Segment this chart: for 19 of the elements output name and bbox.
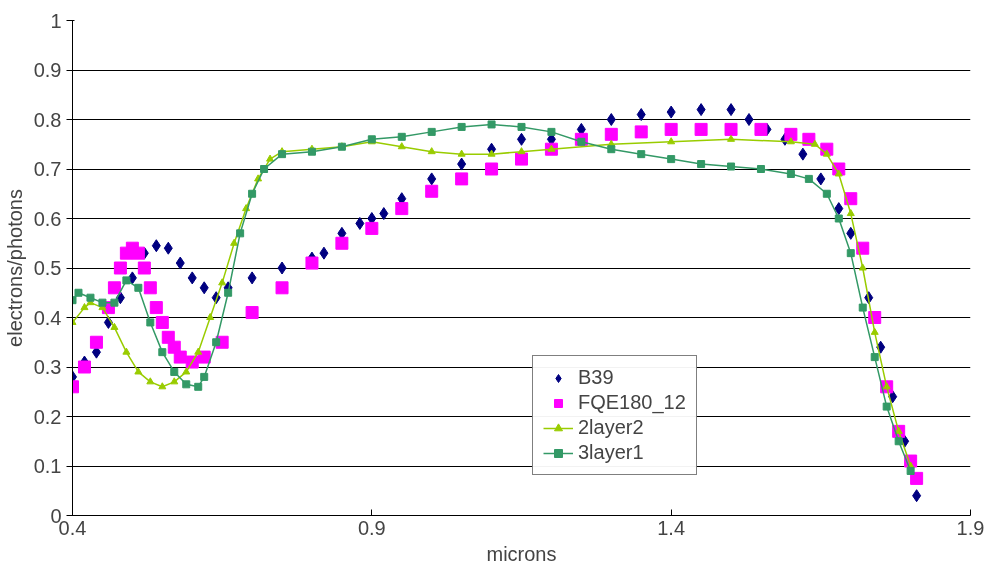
y-tick-label: 0.7 — [33, 158, 62, 180]
y-tick-label: 1 — [50, 9, 62, 32]
y-tick-label: 0.6 — [33, 207, 62, 230]
y-tick-label: 0.4 — [33, 306, 62, 329]
legend-label: FQE180_12 — [578, 391, 686, 414]
y-tick-label: 0.2 — [33, 405, 62, 428]
y-tick-label: 0.3 — [33, 356, 62, 378]
legend-label: 3layer1 — [578, 441, 644, 464]
y-axis-title: electrons/photons — [3, 189, 26, 347]
y-tick-label: 0.1 — [33, 455, 62, 477]
x-tick-label: 0.9 — [357, 516, 386, 539]
x-tick-label: 1.4 — [657, 516, 686, 539]
x-axis-title: microns — [486, 542, 557, 565]
y-tick-label: 0.9 — [33, 59, 62, 81]
y-tick-label: 0.8 — [33, 108, 62, 131]
y-tick-label: 0.5 — [33, 257, 62, 279]
legend-label: B39 — [578, 366, 614, 389]
x-tick-label: 1.9 — [956, 516, 985, 539]
legend-label: 2layer2 — [578, 416, 644, 439]
